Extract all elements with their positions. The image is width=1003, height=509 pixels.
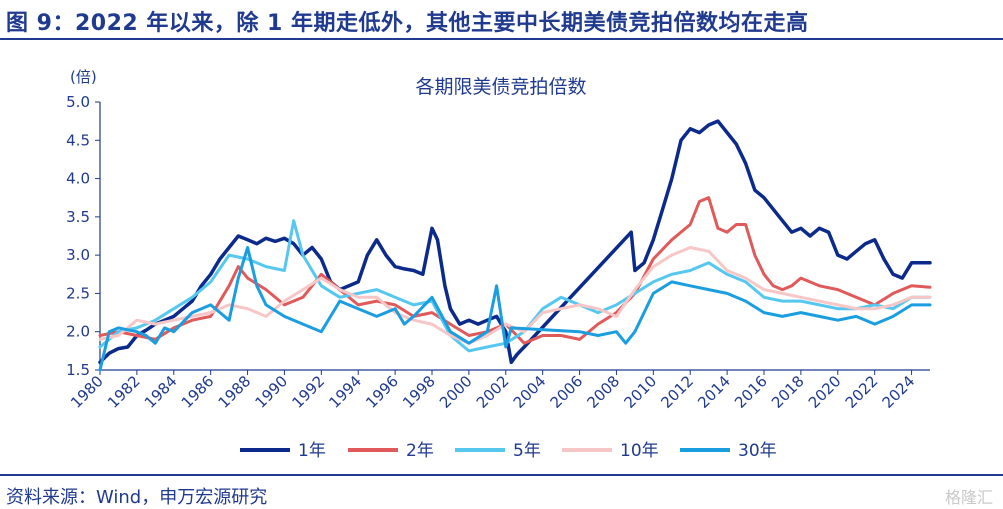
x-tick-label: 2010 (620, 372, 660, 412)
legend: 1年 2年 5年 10年 30年 (240, 441, 777, 461)
x-tick-label: 1988 (215, 372, 255, 412)
series-line-2 (98, 196, 932, 345)
series-lines (98, 119, 932, 372)
y-tick-label: 4.0 (66, 170, 90, 188)
x-tick-label: 2000 (436, 372, 476, 412)
watermark-logo: 格隆汇 (944, 488, 993, 507)
x-tick-label: 2002 (473, 372, 513, 412)
y-axis-unit-label: (倍) (70, 68, 97, 86)
y-tick-label: 3.0 (66, 246, 90, 264)
x-tick-label: 2020 (805, 372, 845, 412)
legend-label-1: 1年 (298, 441, 326, 461)
y-tick-label: 5.0 (66, 93, 90, 111)
legend-label-5: 30年 (738, 441, 777, 461)
series-line-1 (98, 119, 932, 365)
chart-title: 各期限美债竞拍倍数 (415, 76, 586, 98)
y-tick-label: 3.5 (66, 208, 90, 226)
legend-label-3: 5年 (513, 441, 541, 461)
y-tick-label: 4.5 (66, 131, 90, 149)
legend-label-4: 10年 (620, 441, 659, 461)
legend-label-2: 2年 (406, 441, 434, 461)
x-tick-label: 1998 (399, 372, 439, 412)
x-tick-label: 1990 (252, 372, 292, 412)
x-tick-label: 2016 (731, 372, 771, 412)
y-tick-label: 2.5 (66, 284, 90, 302)
y-tick-label: 1.5 (66, 361, 90, 379)
series-line-5 (98, 246, 932, 372)
chart: 各期限美债竞拍倍数 (倍) 1.5 2.0 2.5 3.0 3.5 4.0 4.5 5.0 19… (66, 68, 932, 461)
x-tick-label: 2022 (842, 372, 882, 412)
x-tick-label: 1994 (325, 372, 365, 412)
top-divider (0, 38, 1003, 40)
x-tick-label: 2008 (584, 372, 624, 412)
x-tick-label: 2024 (879, 372, 919, 412)
source-note: 资料来源：Wind，申万宏源研究 (6, 487, 268, 508)
x-tick-label: 2014 (694, 372, 734, 412)
x-tick-label: 2006 (547, 372, 587, 412)
figure-title: 图 9：2022 年以来，除 1 年期走低外，其他主要中长期美债竞拍倍数均在走高 (6, 11, 809, 36)
x-tick-label: 2004 (510, 372, 550, 412)
x-tick-label: 1992 (288, 372, 328, 412)
bottom-divider (0, 474, 1003, 476)
x-tick-label: 1996 (362, 372, 402, 412)
axes: 1.52.02.53.03.54.04.55.01980198219841986… (66, 93, 930, 412)
x-tick-label: 1984 (141, 372, 181, 412)
series-line-3 (98, 219, 932, 353)
y-tick-label: 2.0 (66, 323, 90, 341)
x-tick-label: 2012 (657, 372, 697, 412)
x-tick-label: 2018 (768, 372, 808, 412)
x-tick-label: 1982 (104, 372, 144, 412)
x-tick-label: 1986 (178, 372, 218, 412)
